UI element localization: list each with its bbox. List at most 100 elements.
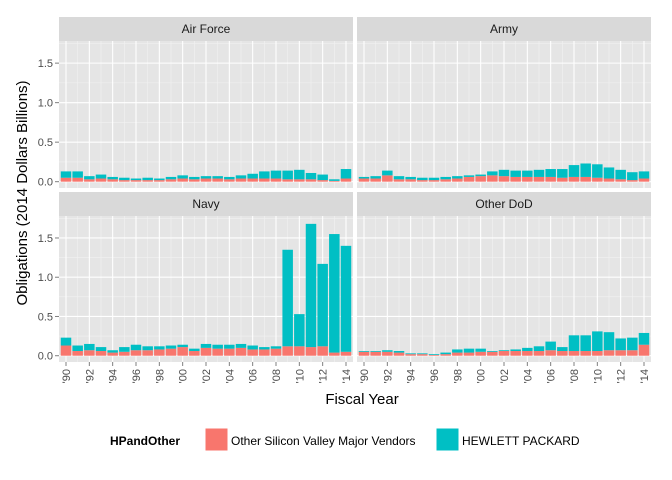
bar-navy-other-silicon-valley-major-vendors-1991 [72, 351, 83, 356]
bar-navy-other-silicon-valley-major-vendors-2005 [235, 347, 247, 356]
x-tick-label: '10 [294, 369, 306, 383]
bar-navy-hewlett-packard-1994 [107, 350, 118, 353]
bar-other-dod-hewlett-packard-2012 [615, 338, 626, 351]
bar-air-force-other-silicon-valley-major-vendors-2000 [177, 178, 188, 182]
bar-army-hewlett-packard-2010 [592, 164, 603, 178]
y-axis-layer: 0.0 0.5 1.0 1.5 0.0 0.5 1.0 1.5 [38, 58, 59, 363]
bar-air-force-hewlett-packard-1994 [107, 176, 118, 180]
bar-air-force-hewlett-packard-1996 [130, 178, 142, 181]
bar-navy-other-silicon-valley-major-vendors-1993 [95, 351, 107, 356]
bar-navy-other-silicon-valley-major-vendors-1999 [165, 348, 177, 356]
bar-air-force-other-silicon-valley-major-vendors-2013 [329, 180, 340, 182]
bar-army-hewlett-packard-2002 [498, 169, 510, 177]
strip-label-navy: Navy [192, 197, 219, 211]
bar-air-force-hewlett-packard-2009 [282, 170, 293, 180]
bar-air-force-other-silicon-valley-major-vendors-2005 [235, 178, 247, 182]
bar-other-dod-hewlett-packard-1998 [452, 349, 463, 353]
bar-other-dod-other-silicon-valley-major-vendors-1991 [370, 351, 381, 356]
bar-other-dod-hewlett-packard-2006 [545, 341, 556, 351]
bar-navy-hewlett-packard-2011 [305, 223, 317, 348]
bar-air-force-hewlett-packard-2007 [259, 171, 270, 179]
y-tick-label: 0.5 [38, 311, 53, 323]
x-tick-label: '96 [429, 369, 441, 383]
bar-army-hewlett-packard-2005 [533, 169, 545, 177]
bar-navy-other-silicon-valley-major-vendors-2013 [329, 352, 340, 356]
bar-army-hewlett-packard-1992 [382, 170, 393, 176]
bar-army-hewlett-packard-2000 [475, 174, 486, 177]
x-tick-label: '96 [131, 369, 143, 383]
bar-air-force-other-silicon-valley-major-vendors-1997 [142, 180, 153, 182]
bar-army-other-silicon-valley-major-vendors-2001 [487, 175, 498, 182]
x-axis-layer: '90 '92 '94 '96 '98 '00 '02 '04 '06 '08 '10 '12 '14 '… [61, 362, 651, 383]
bar-army-hewlett-packard-2003 [510, 170, 521, 177]
y-tick-label: 1.5 [38, 58, 53, 70]
bar-navy-other-silicon-valley-major-vendors-2004 [224, 348, 235, 356]
bar-army-hewlett-packard-2004 [522, 170, 533, 177]
bar-navy-hewlett-packard-2010 [294, 314, 305, 347]
x-tick-label: '98 [154, 369, 166, 383]
bar-army-other-silicon-valley-major-vendors-2003 [510, 176, 521, 182]
bar-army-other-silicon-valley-major-vendors-2008 [568, 176, 580, 182]
bar-air-force-other-silicon-valley-major-vendors-2001 [189, 179, 200, 182]
bar-air-force-hewlett-packard-2011 [305, 172, 317, 180]
bar-other-dod-hewlett-packard-1995 [417, 353, 428, 355]
bar-navy-other-silicon-valley-major-vendors-2001 [189, 351, 200, 356]
bar-navy-hewlett-packard-2014 [340, 245, 352, 352]
bar-navy-hewlett-packard-2012 [317, 263, 328, 347]
y-tick-label: 1.0 [38, 272, 53, 284]
bar-air-force-hewlett-packard-1995 [119, 177, 130, 181]
x-tick-label: '00 [476, 369, 488, 383]
x-tick-label: '08 [271, 369, 283, 383]
bar-army-hewlett-packard-2013 [627, 172, 638, 181]
bar-air-force-other-silicon-valley-major-vendors-2003 [212, 178, 223, 182]
x-tick-label: '90 [359, 369, 371, 383]
bar-other-dod-hewlett-packard-1996 [428, 354, 440, 355]
x-tick-label: '02 [201, 369, 213, 383]
bar-other-dod-other-silicon-valley-major-vendors-2007 [557, 351, 568, 356]
bar-other-dod-hewlett-packard-1991 [370, 351, 381, 352]
bar-army-other-silicon-valley-major-vendors-2007 [557, 177, 568, 182]
bar-other-dod-hewlett-packard-2001 [487, 351, 498, 352]
bar-air-force-hewlett-packard-2008 [270, 170, 282, 179]
bar-air-force-hewlett-packard-2005 [235, 175, 247, 179]
bar-navy-hewlett-packard-1999 [165, 345, 177, 349]
bar-army-hewlett-packard-2006 [545, 169, 556, 177]
bar-other-dod-other-silicon-valley-major-vendors-1993 [393, 352, 405, 356]
bar-air-force-other-silicon-valley-major-vendors-2004 [224, 179, 235, 182]
bar-air-force-other-silicon-valley-major-vendors-2011 [305, 179, 317, 182]
bar-army-other-silicon-valley-major-vendors-1991 [370, 178, 381, 182]
bar-army-hewlett-packard-2009 [580, 163, 591, 177]
bar-navy-hewlett-packard-1990 [60, 337, 72, 346]
bar-other-dod-other-silicon-valley-major-vendors-1996 [428, 354, 440, 356]
panel-air-force: Air Force [59, 17, 353, 188]
bar-air-force-hewlett-packard-1999 [165, 176, 177, 180]
bar-navy-hewlett-packard-1992 [84, 343, 95, 351]
bar-other-dod-hewlett-packard-2007 [557, 347, 568, 352]
bar-army-other-silicon-valley-major-vendors-2014 [638, 178, 650, 182]
bar-air-force-hewlett-packard-1997 [142, 177, 153, 181]
bar-other-dod-other-silicon-valley-major-vendors-2009 [580, 351, 591, 356]
bar-navy-other-silicon-valley-major-vendors-1990 [60, 345, 72, 356]
bar-air-force-hewlett-packard-1998 [154, 178, 165, 181]
strip-navy [59, 192, 353, 216]
bar-other-dod-other-silicon-valley-major-vendors-1994 [405, 354, 416, 356]
bar-navy-other-silicon-valley-major-vendors-2012 [317, 346, 328, 356]
y-tick-label: 0.0 [38, 351, 53, 363]
x-tick-label: '14 [341, 369, 353, 383]
y-tick-label: 0.5 [38, 137, 53, 149]
bar-air-force-other-silicon-valley-major-vendors-2010 [294, 179, 305, 182]
bar-navy-hewlett-packard-1996 [130, 344, 142, 351]
bar-navy-hewlett-packard-2003 [212, 344, 223, 349]
legend-label-hewlett-packard: HEWLETT PACKARD [462, 434, 580, 448]
bar-other-dod-other-silicon-valley-major-vendors-2000 [475, 351, 486, 356]
bar-other-dod-other-silicon-valley-major-vendors-1992 [382, 351, 393, 356]
bar-army-hewlett-packard-1993 [393, 176, 405, 180]
bar-army-other-silicon-valley-major-vendors-1992 [382, 175, 393, 182]
bar-air-force-hewlett-packard-2003 [212, 176, 223, 179]
bar-air-force-hewlett-packard-2004 [224, 176, 235, 180]
bar-air-force-other-silicon-valley-major-vendors-2002 [200, 178, 212, 182]
bar-other-dod-hewlett-packard-2004 [522, 347, 533, 352]
bar-other-dod-hewlett-packard-1990 [358, 351, 370, 352]
bar-other-dod-hewlett-packard-1997 [440, 352, 451, 355]
